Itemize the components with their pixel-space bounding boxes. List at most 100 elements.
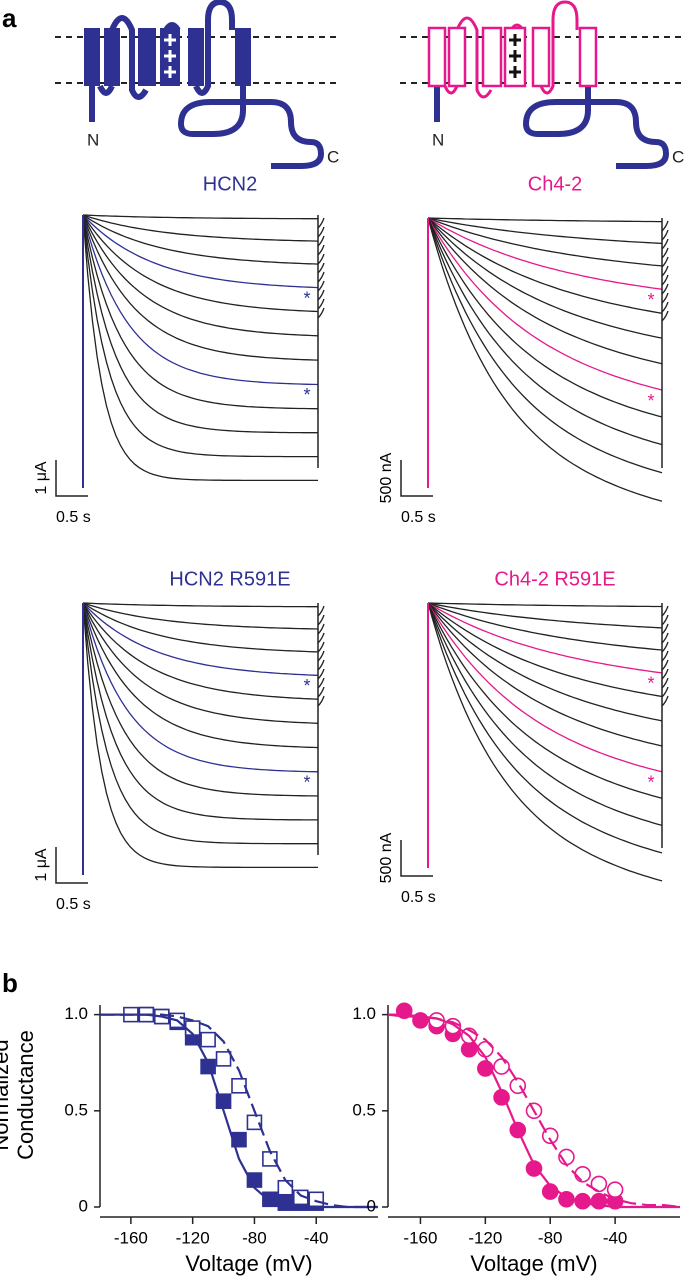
current-trace (427, 602, 663, 651)
data-point (200, 1031, 216, 1048)
current-trace (427, 602, 663, 674)
data-point (525, 1160, 543, 1177)
x-tick-label: -80 (242, 1228, 267, 1247)
tail-current (317, 280, 325, 292)
tail-current (661, 632, 669, 644)
data-point (262, 1191, 278, 1208)
current-scale: 500 nA (378, 452, 395, 503)
current-trace (82, 214, 319, 242)
tail-current (661, 283, 669, 295)
asterisk: * (647, 290, 654, 310)
tail-current (661, 686, 669, 698)
x-tick-label: -40 (304, 1228, 329, 1247)
current-trace (427, 217, 663, 446)
tail-current (317, 677, 325, 689)
current-trace (82, 602, 318, 821)
y-tick-label: 1.0 (64, 1004, 88, 1023)
asterisk: * (303, 288, 310, 308)
current-trace (82, 214, 319, 313)
tail-current (317, 695, 325, 707)
tail-current (661, 238, 669, 250)
current-trace (427, 602, 663, 882)
x-axis-label: Voltage (mV) (470, 1251, 597, 1276)
current-trace (82, 602, 319, 676)
time-scale: 0.5 s (401, 889, 436, 906)
tail-current (661, 247, 669, 259)
x-tick-label: -120 (176, 1228, 210, 1247)
data-point (262, 1151, 278, 1167)
data-point (493, 1058, 510, 1075)
tail-current (661, 650, 669, 662)
panel-label: a (2, 3, 17, 33)
tail-current (317, 632, 325, 644)
tail-current (661, 659, 669, 671)
tail-current (317, 614, 325, 626)
current-trace (82, 602, 319, 724)
current-trace (82, 214, 318, 482)
c-terminus: C (672, 147, 684, 166)
time-scale: 0.5 s (56, 509, 91, 526)
trace-title: Ch4-2 R591E (494, 568, 615, 590)
data-point (590, 1175, 608, 1193)
current-trace (82, 602, 319, 797)
tail-current (317, 226, 325, 238)
trace-title: HCN2 R591E (169, 568, 290, 590)
data-point (215, 1051, 232, 1067)
tail-current (317, 650, 325, 662)
fit-curve (100, 1013, 378, 1209)
tail-current (661, 605, 669, 617)
tail-current (317, 641, 325, 653)
tail-current (661, 695, 669, 707)
n-terminus: N (432, 130, 444, 149)
current-trace (427, 217, 662, 223)
current-trace (82, 602, 319, 773)
tail-current (661, 292, 669, 304)
x-tick-label: -80 (538, 1228, 563, 1247)
current-trace (427, 602, 663, 799)
scale-bar (55, 460, 88, 497)
y-axis-label: Normalized Conductance (0, 1030, 38, 1160)
data-point (246, 1114, 263, 1131)
asterisk: * (303, 385, 310, 405)
scale-bar (400, 460, 433, 497)
current-trace (82, 214, 319, 289)
asterisk: * (647, 391, 654, 411)
current-trace (82, 214, 318, 458)
topology: N C (400, 0, 685, 169)
tail-current (317, 262, 325, 274)
current-trace (82, 602, 318, 869)
tail-current (661, 614, 669, 626)
current-trace (82, 602, 318, 608)
tail-current (317, 605, 325, 617)
trace-title: Ch4-2 (528, 173, 582, 195)
current-trace (427, 217, 663, 290)
time-scale: 0.5 s (401, 509, 436, 526)
asterisk: * (303, 676, 310, 696)
tail-current (317, 298, 325, 310)
tail-current (661, 274, 669, 286)
tail-current (317, 244, 325, 256)
tail-current (661, 229, 669, 241)
current-trace (82, 602, 319, 700)
current-trace (427, 217, 663, 365)
tail-current (317, 659, 325, 671)
y-tick-label: 0 (79, 1196, 88, 1215)
trace-title: HCN2 (203, 173, 257, 195)
data-point (574, 1165, 591, 1183)
fit-curve (100, 1013, 378, 1209)
tail-current (661, 256, 669, 268)
tail-current (661, 668, 669, 680)
tail-current (317, 289, 325, 301)
y-tick-label: 0 (367, 1196, 376, 1215)
current-trace (427, 602, 663, 827)
current-trace (427, 217, 663, 502)
n-terminus: N (87, 130, 99, 149)
asterisk: * (647, 773, 654, 793)
tail-current (317, 307, 325, 319)
tail-current (661, 310, 669, 322)
tail-current (661, 641, 669, 653)
current-trace (427, 217, 663, 391)
asterisk: * (303, 773, 310, 793)
